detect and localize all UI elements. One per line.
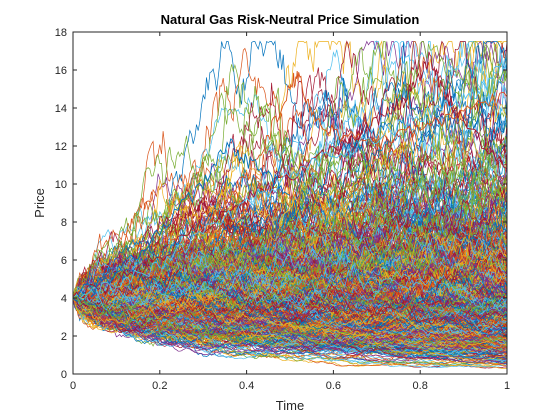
- y-tick-label: 0: [61, 369, 67, 381]
- y-tick-label: 4: [61, 293, 67, 305]
- x-tick-label: 0.2: [152, 380, 167, 392]
- x-tick-label: 0.6: [326, 380, 341, 392]
- x-tick-label: 1: [504, 380, 510, 392]
- y-tick-label: 8: [61, 217, 67, 229]
- x-tick-label: 0: [70, 380, 76, 392]
- y-tick-label: 12: [55, 141, 67, 153]
- y-tick-label: 14: [55, 103, 67, 115]
- y-tick-label: 10: [55, 179, 67, 191]
- chart-title: Natural Gas Risk-Neutral Price Simulatio…: [161, 12, 420, 27]
- y-tick-label: 6: [61, 255, 67, 267]
- y-tick-label: 18: [55, 27, 67, 39]
- y-tick-label: 16: [55, 65, 67, 77]
- y-tick-label: 2: [61, 331, 67, 343]
- y-axis-label: Price: [32, 188, 47, 218]
- x-tick-label: 0.4: [239, 380, 254, 392]
- simulation-paths: [73, 42, 507, 369]
- x-tick-label: 0.8: [413, 380, 428, 392]
- x-axis-label: Time: [276, 398, 304, 413]
